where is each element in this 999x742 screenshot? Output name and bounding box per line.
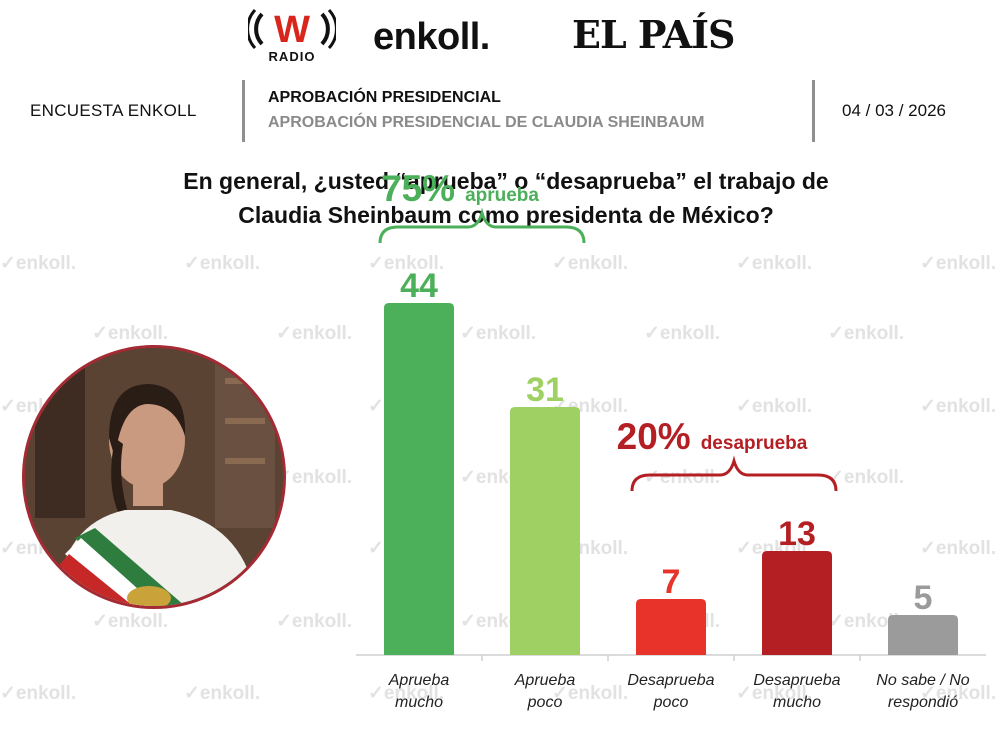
enkoll-logo: enkoll.: [373, 16, 490, 58]
category-label: respondió: [888, 694, 958, 711]
category-label: No sabe / No: [876, 672, 969, 689]
group-word: desaprueba: [701, 433, 808, 454]
el-pais-logo: EL PAÍS: [572, 12, 735, 57]
bar: [510, 407, 580, 655]
bar: [384, 303, 454, 655]
group-brace: [630, 455, 838, 492]
portrait-illustration-icon: [25, 348, 283, 606]
bar: [888, 615, 958, 655]
svg-text:W: W: [274, 9, 310, 50]
bar: [636, 599, 706, 655]
category-label: Desaprueba: [627, 672, 714, 689]
question-line-2: Claudia Sheinbaum como presidenta de Méx…: [238, 202, 774, 228]
header-band: ENCUESTA ENKOLL APROBACIÓN PRESIDENCIAL …: [0, 80, 999, 142]
group-percent: 75%: [381, 168, 455, 209]
category-label: poco: [527, 694, 563, 711]
bar-value-label: 31: [526, 371, 564, 409]
header-divider: [812, 80, 815, 142]
bar: [762, 551, 832, 655]
category-label: Desaprueba: [753, 672, 840, 689]
header-divider: [242, 80, 245, 142]
w-radio-mark-icon: W: [248, 8, 336, 50]
group-total-label: 20% desaprueba: [617, 416, 808, 457]
survey-question: En general, ¿usted “aprueba” o “desaprue…: [100, 164, 912, 232]
header-title: APROBACIÓN PRESIDENCIAL: [268, 89, 501, 106]
bar-value-label: 13: [778, 515, 816, 553]
bar-value-label: 44: [400, 267, 438, 305]
survey-name: ENCUESTA ENKOLL: [30, 101, 197, 120]
bar-value-label: 7: [662, 563, 681, 601]
logos-bar: W RADIO enkoll. EL PAÍS: [0, 0, 999, 70]
w-radio-logo: W RADIO: [248, 6, 336, 64]
header-subtitle: APROBACIÓN PRESIDENCIAL DE CLAUDIA SHEIN…: [268, 114, 705, 131]
category-label: Aprueba: [514, 672, 576, 689]
survey-date: 04 / 03 / 2026: [842, 101, 946, 120]
category-label: Aprueba: [388, 672, 450, 689]
president-portrait: [22, 345, 286, 609]
group-total-label: 75% aprueba: [381, 168, 539, 209]
category-label: mucho: [773, 694, 821, 711]
bar-value-label: 5: [914, 579, 933, 617]
question-line-1: En general, ¿usted “aprueba” o “desaprue…: [183, 168, 829, 194]
group-brace: [378, 207, 586, 244]
category-label: poco: [653, 694, 689, 711]
w-radio-word: RADIO: [268, 49, 316, 64]
category-label: mucho: [395, 694, 443, 711]
group-percent: 20%: [617, 416, 691, 457]
group-word: aprueba: [465, 185, 539, 206]
